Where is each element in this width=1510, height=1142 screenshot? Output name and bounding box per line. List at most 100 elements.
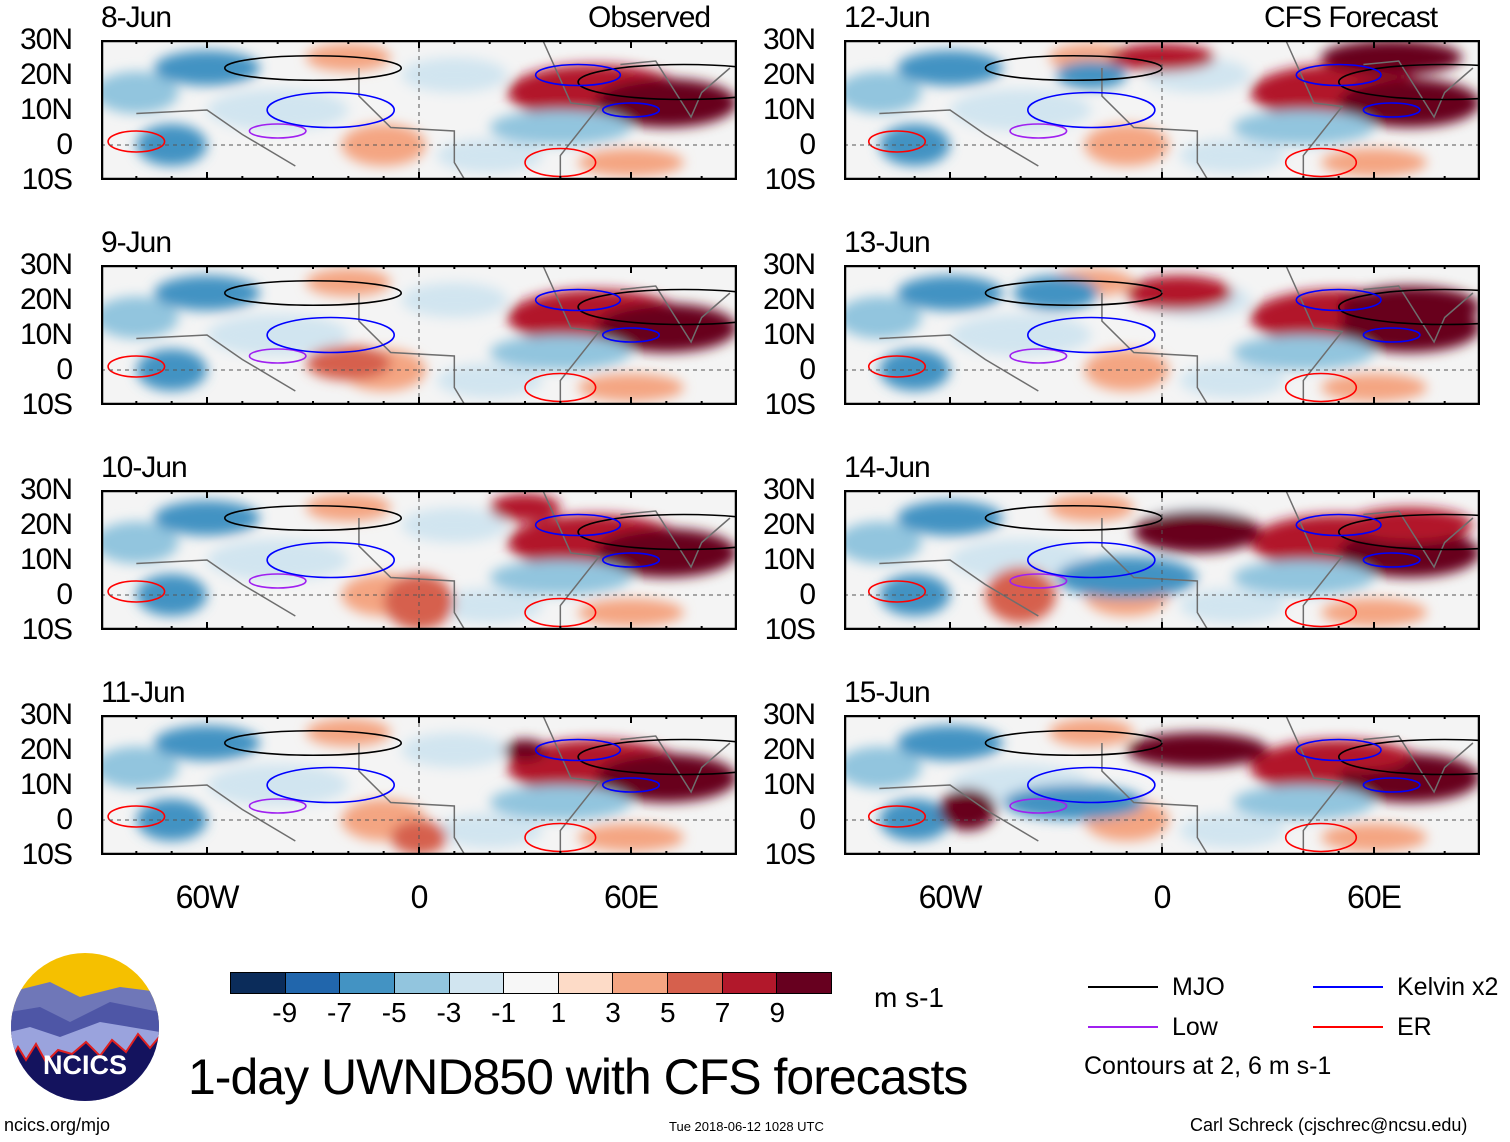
y-tick-label: 0 [56, 803, 73, 836]
wind-anomaly-area [897, 275, 1003, 311]
footer-timestamp: Tue 2018-06-12 1028 UTC [669, 1119, 824, 1134]
y-tick-label: 20N [19, 58, 73, 91]
wave-contour [1026, 316, 1156, 354]
colorbar-label: -5 [381, 997, 407, 1028]
wind-anomaly-area [879, 799, 950, 841]
wind-anomaly-area [1232, 560, 1374, 595]
y-tick-label: 10N [762, 543, 816, 576]
map-panel [101, 715, 737, 855]
figure-title: 1-day UWND850 with CFS forecasts [188, 1049, 968, 1105]
wind-anomaly-area [136, 574, 207, 616]
wave-contour [107, 130, 166, 153]
y-tick-label: 30N [19, 248, 73, 281]
wind-anomaly-area [136, 799, 207, 841]
legend-line [1088, 986, 1158, 988]
panel-date: 8-Jun [101, 1, 172, 34]
wind-anomaly-area [401, 732, 508, 768]
wave-contour [577, 513, 737, 551]
colorbar-swatch [504, 973, 559, 993]
wave-contour [266, 316, 396, 354]
colorbar-swatch [340, 973, 395, 993]
wind-anomaly-area [578, 823, 684, 852]
wind-anomaly-area [595, 528, 737, 578]
colorbar-swatch [449, 973, 505, 993]
wind-anomaly-area [897, 500, 1003, 536]
wind-anomaly-area [401, 507, 508, 543]
colorbar-swatch [668, 973, 723, 993]
wind-anomaly-area [489, 560, 631, 595]
x-tick-label: 0 [410, 879, 429, 915]
wave-contour [107, 355, 166, 378]
wave-contour [867, 805, 927, 828]
wind-anomaly-area [1232, 335, 1374, 370]
wind-anomaly-area [154, 725, 260, 761]
panel-date: 12-Jun [844, 1, 931, 34]
y-tick-label: 0 [799, 128, 816, 161]
wave-contour [1337, 63, 1480, 101]
panel-date: 10-Jun [101, 451, 188, 484]
y-tick-label: 0 [799, 803, 816, 836]
coastline [879, 715, 1474, 855]
wave-contour [577, 288, 737, 326]
wind-anomaly-area [1321, 40, 1463, 75]
y-tick-label: 10N [19, 318, 73, 351]
y-tick-label: 30N [19, 473, 73, 506]
wave-contour [577, 738, 737, 776]
y-tick-label: 20N [19, 508, 73, 541]
y-tick-label: 0 [799, 578, 816, 611]
wind-anomaly-area [950, 314, 1092, 356]
colorbar-label: -3 [436, 997, 462, 1028]
wind-anomaly-area [578, 373, 684, 402]
coastline [136, 40, 731, 180]
wave-contour [1337, 288, 1480, 326]
wind-anomaly-area [207, 764, 349, 806]
wind-anomaly-area [1321, 598, 1427, 627]
y-tick-label: 10N [762, 768, 816, 801]
y-tick-label: 10N [762, 93, 816, 126]
wave-contour [1026, 91, 1156, 129]
y-tick-label: 10S [21, 838, 73, 871]
wave-contour [1009, 123, 1068, 139]
wind-anomaly-area [1232, 785, 1374, 820]
wind-anomaly-area [136, 349, 207, 391]
panel-date: 13-Jun [844, 226, 931, 259]
wind-anomaly-area [489, 110, 631, 145]
y-tick-label: 0 [799, 353, 816, 386]
wave-contour [601, 552, 661, 568]
panel-date: 11-Jun [101, 676, 186, 709]
wind-anomaly-area [136, 124, 207, 166]
legend-line [1088, 1026, 1158, 1028]
y-tick-label: 10S [21, 163, 73, 196]
y-tick-label: 20N [19, 283, 73, 316]
wind-anomaly-area [1179, 363, 1286, 398]
wind-anomaly-area [305, 345, 391, 381]
map-panel [101, 265, 737, 405]
wind-anomaly-area [950, 539, 1092, 581]
wave-contour [1295, 288, 1382, 312]
wind-anomaly-area [154, 275, 260, 311]
wind-anomaly-area [1048, 718, 1134, 747]
wind-anomaly-area [1179, 138, 1286, 173]
y-tick-label: 30N [762, 473, 816, 506]
map-panel [101, 490, 737, 630]
x-tick-label: 60W [918, 879, 983, 915]
y-tick-label: 30N [762, 698, 816, 731]
y-tick-label: 20N [762, 733, 816, 766]
y-tick-label: 10S [21, 388, 73, 421]
wave-contour [248, 123, 307, 139]
y-tick-label: 10S [764, 163, 816, 196]
wind-anomaly-area [897, 725, 1003, 761]
wind-anomaly-area [154, 50, 260, 86]
y-tick-label: 30N [19, 698, 73, 731]
wave-contour [1284, 372, 1358, 403]
wave-contour [1295, 738, 1382, 762]
y-tick-label: 20N [762, 283, 816, 316]
wave-contour [1284, 597, 1358, 628]
wind-anomaly-area [503, 739, 547, 761]
wind-anomaly-area [844, 746, 922, 789]
wave-contour [1362, 777, 1421, 793]
wave-contour [1284, 822, 1358, 853]
wind-anomaly-area [1056, 61, 1127, 89]
wind-anomaly-area [897, 50, 1003, 86]
